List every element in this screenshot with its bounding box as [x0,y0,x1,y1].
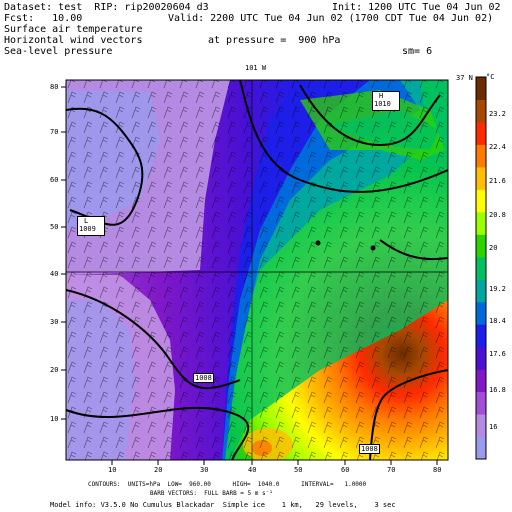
forecast-label: Fcst: 10.00 [4,13,83,24]
y-tick-40: 40 [50,270,59,278]
colorbar-swatch [476,301,486,325]
colorbar-swatch [476,256,486,280]
model-info: Model info: V3.5.0 No Cumulus Blackadar … [50,501,396,509]
colorbar-unit: °C [486,73,495,81]
colorbar-swatch [476,436,486,460]
y-tick-70: 70 [50,128,59,136]
colorbar-swatch [476,144,486,168]
x-tick-20: 20 [154,466,163,474]
high-pressure-value: 1010 [374,100,391,108]
field-surface-air-temperature: Surface air temperature [4,24,143,35]
contours-info: CONTOURS: UNITS=hPa LOW= 960.00 HIGH= 10… [88,481,367,488]
init-time-label: Init: 1200 UTC Tue 04 Jun 02 [332,2,501,13]
contour-label-1008-right: 1008 [359,444,380,454]
x-tick-50: 50 [294,466,303,474]
field-sea-level-pressure: Sea-level pressure [4,46,113,57]
low-pressure-center: L 1009 [77,216,105,236]
y-tick-80: 80 [50,83,59,91]
colorbar-swatch [476,211,486,235]
high-pressure-center: H 1010 [372,91,400,111]
colorbar-swatch [476,414,486,438]
right-latitude-label: 37 N [456,74,473,82]
y-tick-50: 50 [50,223,59,231]
colorbar-label-16.8: 16.8 [489,386,506,394]
x-tick-80: 80 [433,466,442,474]
colorbar-label-16: 16 [489,423,498,431]
dataset-label: Dataset: test RIP: rip20020604 d3 [4,2,209,13]
y-tick-20: 20 [50,366,59,374]
colorbar-label-17.6: 17.6 [489,350,506,358]
field-horizontal-wind-vectors: Horizontal wind vectors [4,35,143,46]
y-tick-10: 10 [50,415,59,423]
x-tick-30: 30 [200,466,209,474]
pressure-level-label: at pressure = 900 hPa [208,35,341,46]
colorbar-swatch [476,189,486,213]
colorbar-label-23.2: 23.2 [489,110,506,118]
y-tick-30: 30 [50,318,59,326]
colorbar-label-19.2: 19.2 [489,285,506,293]
valid-time-label: Valid: 2200 UTC Tue 04 Jun 02 (1700 CDT … [168,13,494,24]
colorbar-swatch [476,166,486,190]
barb-vectors-info: BARB VECTORS: FULL BARB = 5 m s⁻¹ [150,490,273,497]
colorbar-label-22.4: 22.4 [489,143,506,151]
high-pressure-symbol: H [379,92,384,100]
colorbar-swatch [476,369,486,393]
colorbar-swatch [476,121,486,145]
colorbar-swatch [476,77,486,100]
top-longitude-label: 101 W [245,64,267,72]
colorbar-swatch [476,346,486,370]
x-tick-60: 60 [341,466,350,474]
colorbar [475,76,487,460]
colorbar-swatch [476,391,486,415]
low-pressure-symbol: L [84,217,89,225]
colorbar-swatch [476,99,486,123]
x-tick-40: 40 [248,466,257,474]
smoothing-label: sm= 6 [402,46,433,57]
colorbar-swatch [476,234,486,258]
low-pressure-value: 1009 [79,225,96,233]
colorbar-label-21.6: 21.6 [489,177,506,185]
colorbar-swatch [476,279,486,303]
colorbar-label-20.8: 20.8 [489,211,506,219]
colorbar-swatch [476,324,486,348]
x-tick-10: 10 [108,466,117,474]
colorbar-label-18.4: 18.4 [489,317,506,325]
contour-label-1008-center: 1008 [193,373,214,383]
y-tick-60: 60 [50,176,59,184]
colorbar-label-20: 20 [489,244,498,252]
x-tick-70: 70 [387,466,396,474]
